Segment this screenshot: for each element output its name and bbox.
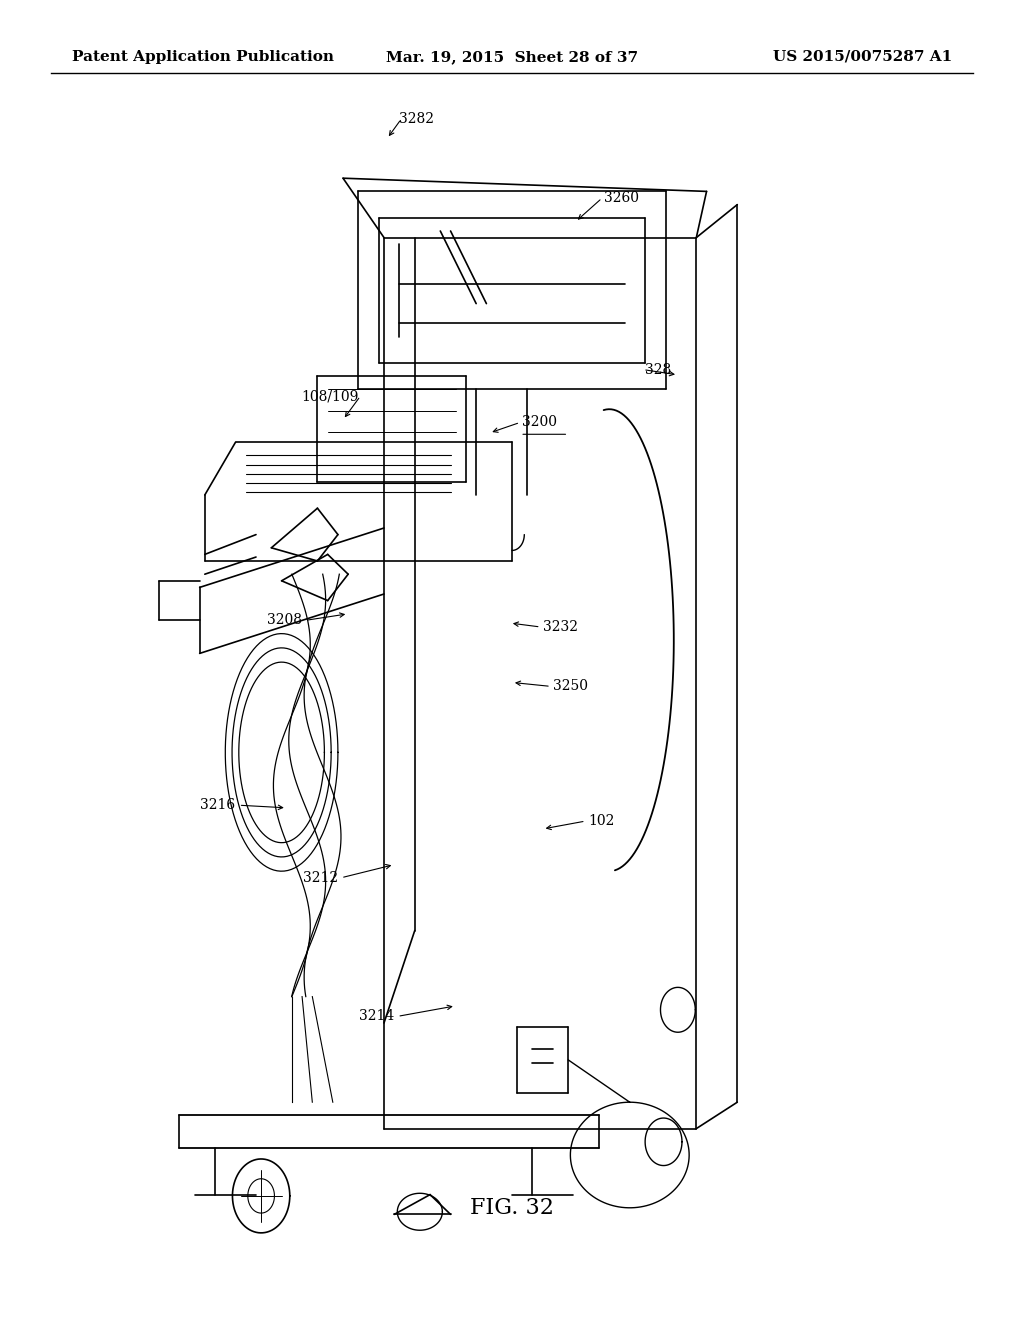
Text: 3212: 3212	[303, 871, 338, 884]
Text: Mar. 19, 2015  Sheet 28 of 37: Mar. 19, 2015 Sheet 28 of 37	[386, 50, 638, 63]
Text: 3282: 3282	[399, 112, 434, 125]
Text: 108/109: 108/109	[301, 389, 358, 403]
Text: FIG. 32: FIG. 32	[470, 1197, 554, 1218]
Text: 3250: 3250	[553, 680, 588, 693]
Text: 328: 328	[645, 363, 672, 376]
Text: 3260: 3260	[604, 191, 639, 205]
Text: 102: 102	[589, 814, 615, 828]
Text: Patent Application Publication: Patent Application Publication	[72, 50, 334, 63]
Text: US 2015/0075287 A1: US 2015/0075287 A1	[773, 50, 952, 63]
Text: 3232: 3232	[543, 620, 578, 634]
Text: 3208: 3208	[267, 614, 302, 627]
Text: 3214: 3214	[359, 1010, 394, 1023]
Text: 3200: 3200	[522, 416, 557, 429]
Text: 3216: 3216	[201, 799, 236, 812]
